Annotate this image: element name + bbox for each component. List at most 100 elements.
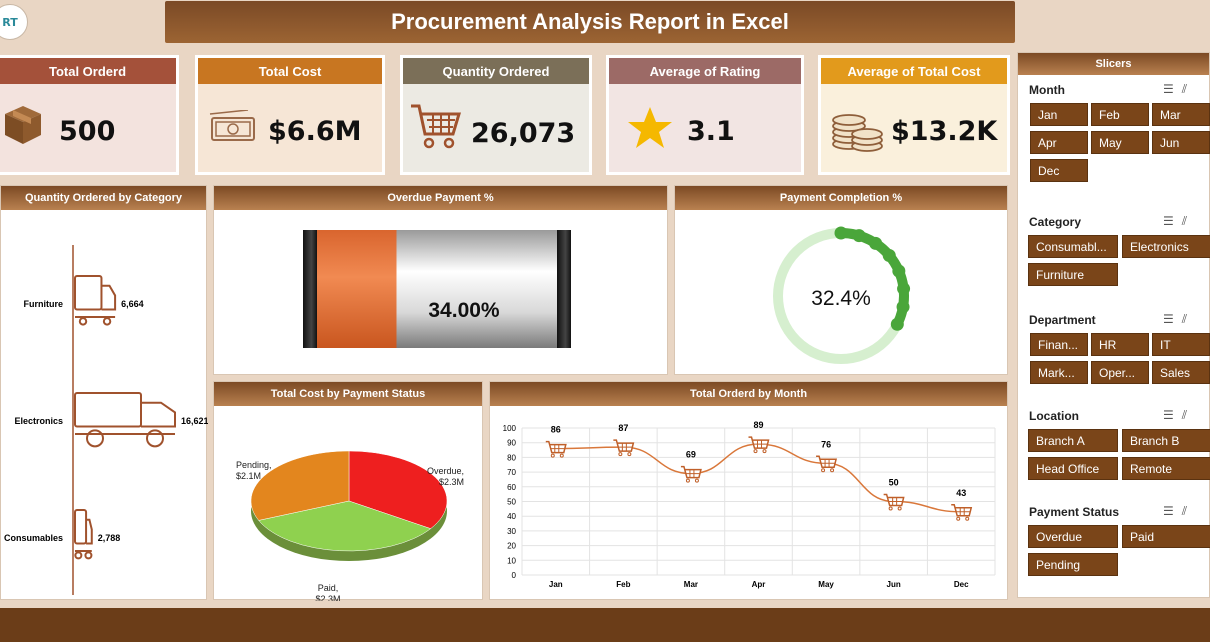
slicer-button[interactable]: Overdue	[1028, 525, 1118, 548]
slicer-title-department: Department	[1029, 313, 1096, 327]
completion-ring: 32.4%	[773, 226, 911, 364]
star-icon	[628, 107, 672, 148]
data-label: 69	[686, 450, 696, 460]
slicer-button[interactable]: IT	[1152, 333, 1210, 356]
coins-icon	[832, 114, 883, 152]
clear-filter-icon[interactable]: ⫽	[1181, 82, 1196, 96]
cart-marker	[816, 455, 838, 473]
multi-select-icon[interactable]: ☰	[1163, 214, 1182, 228]
overdue-gauge: 34.00%	[303, 230, 571, 348]
kpi-label: Average of Total Cost	[821, 58, 1007, 84]
slicer-button[interactable]: Pending	[1028, 553, 1118, 576]
y-tick-label: 20	[507, 542, 516, 551]
panel-title: Total Cost by Payment Status	[214, 382, 482, 406]
ring-dot	[869, 236, 883, 250]
cart-marker	[613, 439, 635, 457]
month-line-chart: 0 10 20 30 40 50 60 70 80 90 100 86 Jan 87 Feb 69 Mar 89 A…	[503, 420, 996, 589]
x-tick-label: Jun	[887, 580, 901, 589]
pie-slice-label: Overdue,	[427, 466, 464, 476]
ring-dot	[897, 282, 911, 296]
slicer-button[interactable]: Consumabl...	[1028, 235, 1118, 258]
slicer-button[interactable]: May	[1091, 131, 1149, 154]
x-tick-label: Dec	[954, 580, 969, 589]
slicer-button[interactable]: Mar	[1152, 103, 1210, 126]
multi-select-icon[interactable]: ☰	[1163, 82, 1182, 96]
gauge-fill	[316, 230, 397, 348]
kpi-card-average-rating: Average of Rating 3.1	[606, 55, 804, 175]
x-tick-label: Mar	[684, 580, 698, 589]
slicer-button[interactable]: Dec	[1030, 159, 1088, 182]
kpi-value: $13.2K	[891, 116, 998, 147]
x-tick-label: Apr	[752, 580, 766, 589]
clear-filter-icon[interactable]: ⫽	[1181, 214, 1196, 228]
slicer-button[interactable]: Remote	[1122, 457, 1210, 480]
slicer-button[interactable]: Paid	[1122, 525, 1210, 548]
category-bar-truck	[74, 392, 176, 448]
slicer-button[interactable]: Oper...	[1091, 361, 1149, 384]
kpi-value: 26,073	[471, 118, 576, 149]
slicer-button[interactable]: Sales	[1152, 361, 1210, 384]
kpi-label: Total Cost	[198, 58, 382, 84]
slicer-button[interactable]: Electronics	[1122, 235, 1210, 258]
slicer-button[interactable]: Furniture	[1028, 263, 1118, 286]
y-tick-label: 100	[503, 424, 517, 433]
slicer-title-month: Month	[1029, 83, 1065, 97]
multi-select-icon[interactable]: ☰	[1163, 312, 1182, 326]
pie-slice	[250, 450, 350, 521]
y-tick-label: 50	[507, 498, 516, 507]
clear-filter-icon[interactable]: ⫽	[1181, 408, 1196, 422]
cart-marker	[545, 440, 567, 458]
slicer-title-category: Category	[1029, 215, 1082, 229]
data-label: 43	[956, 488, 966, 498]
ring-dot	[834, 226, 848, 240]
pie-slice-value: $2.3M	[315, 594, 340, 601]
slicers-panel: Slicers Month ☰⫽ Jan Feb Mar Apr May Jun Dec Cate…	[1017, 52, 1210, 598]
clear-filter-icon[interactable]: ⫽	[1181, 312, 1196, 326]
panel-title: Quantity Ordered by Category	[1, 186, 206, 210]
multi-select-icon[interactable]: ☰	[1163, 408, 1182, 422]
pie-slice-label: Paid,	[318, 583, 339, 593]
clear-filter-icon[interactable]: ⫽	[1181, 504, 1196, 518]
slicer-button[interactable]: Jun	[1152, 131, 1210, 154]
slicer-button[interactable]: Finan...	[1030, 333, 1088, 356]
multi-select-icon[interactable]: ☰	[1163, 504, 1182, 518]
panel-cost-by-status: Total Cost by Payment Status Overdue, $2.…	[213, 381, 483, 604]
panel-title: Overdue Payment %	[214, 186, 667, 210]
x-tick-label: May	[818, 580, 834, 589]
cart-marker	[883, 493, 905, 511]
category-label: Furniture	[24, 299, 64, 309]
completion-value: 32.4%	[811, 287, 871, 310]
slicer-button[interactable]: Feb	[1091, 103, 1149, 126]
page-title: Procurement Analysis Report in Excel	[165, 1, 1015, 43]
slicer-button[interactable]: HR	[1091, 333, 1149, 356]
y-tick-label: 70	[507, 468, 516, 477]
cart-marker	[680, 465, 702, 483]
kpi-card-average-total-cost: Average of Total Cost $13.2K	[818, 55, 1010, 175]
y-tick-label: 40	[507, 512, 516, 521]
pie-slice-label: Pending,	[236, 460, 272, 470]
category-value-label: 2,788	[98, 533, 121, 543]
pie-slice	[258, 500, 432, 552]
slicer-button[interactable]: Head Office	[1028, 457, 1118, 480]
slicer-button[interactable]: Jan	[1030, 103, 1088, 126]
kpi-value: 500	[59, 116, 116, 147]
slicer-button[interactable]: Branch A	[1028, 429, 1118, 452]
slicer-button[interactable]: Branch B	[1122, 429, 1210, 452]
category-bar-truck	[74, 275, 117, 326]
panel-title: Total Orderd by Month	[490, 382, 1007, 406]
panel-title: Payment Completion %	[675, 186, 1007, 210]
panel-overdue-payment: Overdue Payment % 34.00%	[213, 185, 668, 375]
gauge-cap-right	[557, 230, 571, 348]
box-icon	[5, 106, 41, 144]
kpi-label: Total Orderd	[0, 58, 176, 84]
x-tick-label: Jan	[549, 580, 563, 589]
data-label: 76	[821, 439, 831, 449]
slicer-button[interactable]: Mark...	[1030, 361, 1088, 384]
slicer-button[interactable]: Apr	[1030, 131, 1088, 154]
category-value-label: 16,621	[181, 416, 208, 426]
y-tick-label: 30	[507, 527, 516, 536]
data-label: 50	[889, 478, 899, 488]
category-value-label: 6,664	[121, 299, 144, 309]
cart-marker	[951, 504, 973, 521]
panel-quantity-by-category: Quantity Ordered by Category Furniture 6,…	[0, 185, 209, 600]
